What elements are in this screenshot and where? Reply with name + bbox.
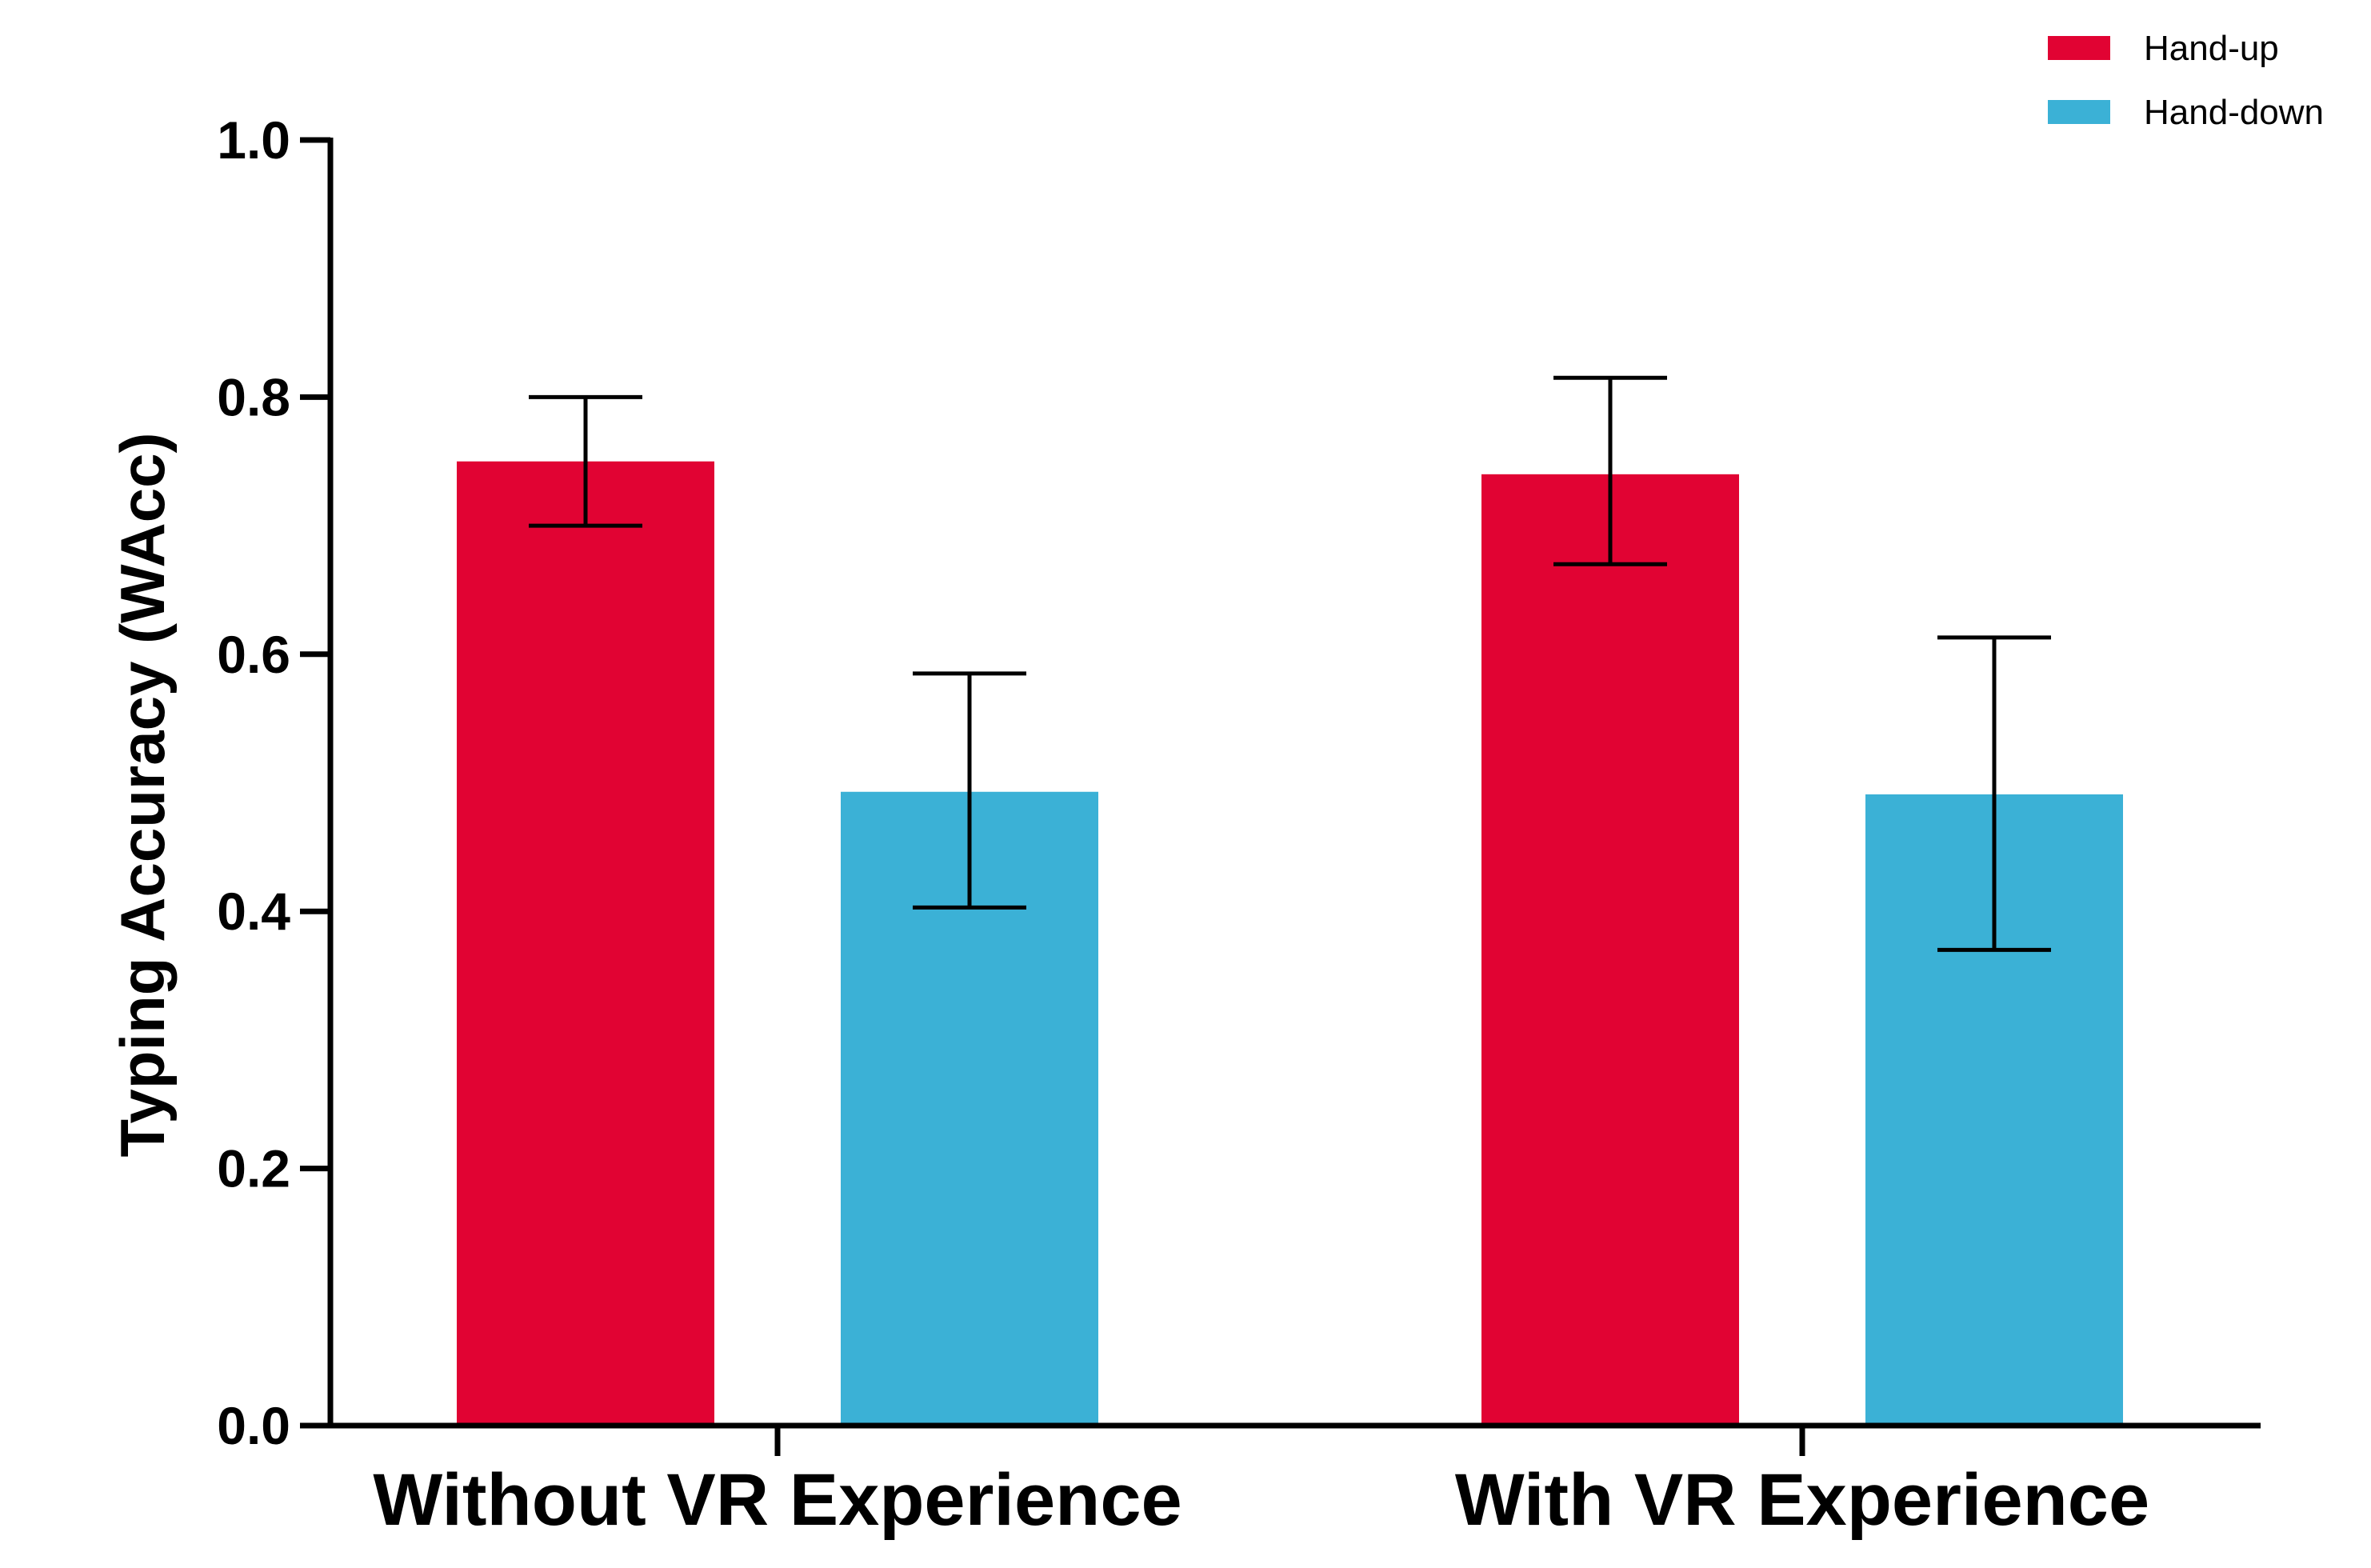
y-tick-label: 1.0: [217, 110, 290, 170]
y-tick-label: 0.4: [217, 882, 290, 941]
bar-hand-up-2: [1481, 474, 1739, 1426]
y-tick-label: 0.0: [217, 1396, 290, 1455]
y-tick-label: 0.8: [217, 367, 290, 426]
legend-swatch-hand-down: [2048, 100, 2110, 124]
axes-layer: [327, 138, 2261, 1429]
error-bars-layer: [529, 375, 2051, 952]
y-axis-title: Typing Accuracy (WAcc): [107, 433, 178, 1158]
y-tick-label: 0.6: [217, 625, 290, 684]
legend-label-hand-down: Hand-down: [2144, 93, 2324, 132]
bar-hand-up-1: [457, 461, 714, 1426]
x-category-label: Without VR Experience: [373, 1459, 1182, 1541]
legend: Hand-up Hand-down: [2048, 29, 2324, 132]
y-tick-label: 0.2: [217, 1139, 290, 1198]
y-ticks-layer: 0.0 0.2 0.4 0.6 0.8 1.0: [217, 110, 330, 1455]
legend-label-hand-up: Hand-up: [2144, 29, 2279, 68]
x-categories-layer: Without VR Experience With VR Experience: [373, 1426, 2149, 1541]
bars-layer: [457, 461, 2123, 1426]
legend-swatch-hand-up: [2048, 36, 2110, 60]
x-category-label: With VR Experience: [1455, 1459, 2149, 1541]
